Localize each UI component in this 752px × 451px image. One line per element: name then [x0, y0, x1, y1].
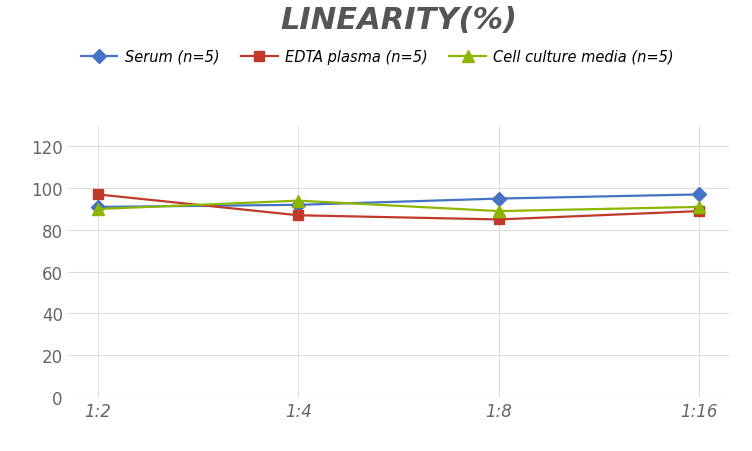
Cell culture media (n=5) [93, 207, 102, 212]
Serum (n=5) [695, 192, 704, 198]
Line: Cell culture media (n=5): Cell culture media (n=5) [92, 196, 705, 217]
EDTA plasma (n=5) [494, 217, 503, 223]
Cell culture media (n=5) [695, 205, 704, 210]
Serum (n=5) [494, 197, 503, 202]
Serum (n=5) [294, 202, 303, 208]
Cell culture media (n=5) [294, 198, 303, 204]
Serum (n=5) [93, 205, 102, 210]
Legend: Serum (n=5), EDTA plasma (n=5), Cell culture media (n=5): Serum (n=5), EDTA plasma (n=5), Cell cul… [75, 44, 680, 70]
Line: Serum (n=5): Serum (n=5) [93, 190, 704, 212]
Line: EDTA plasma (n=5): EDTA plasma (n=5) [93, 190, 704, 225]
EDTA plasma (n=5) [695, 209, 704, 214]
EDTA plasma (n=5) [93, 192, 102, 198]
Cell culture media (n=5) [494, 209, 503, 214]
EDTA plasma (n=5) [294, 213, 303, 218]
Title: LINEARITY(%): LINEARITY(%) [280, 6, 517, 35]
